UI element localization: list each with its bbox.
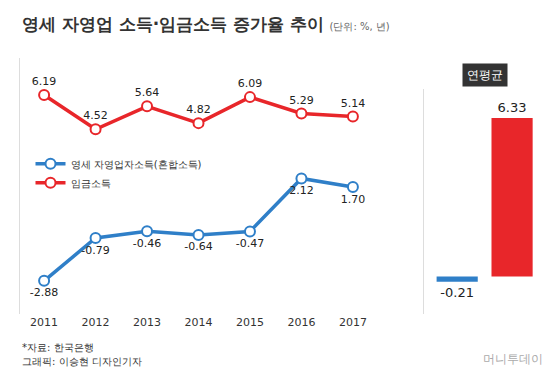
svg-text:5.29: 5.29 xyxy=(289,94,314,107)
svg-text:연평균: 연평균 xyxy=(467,68,503,82)
svg-text:*자료: 한국은행: *자료: 한국은행 xyxy=(22,342,94,353)
svg-text:2013: 2013 xyxy=(133,316,161,329)
svg-text:영세 자영업 소득·임금소득 증가율 추이 (단위: %,: 영세 자영업 소득·임금소득 증가율 추이 (단위: %, 년) xyxy=(22,14,390,34)
svg-text:6.09: 6.09 xyxy=(238,77,263,90)
svg-text:5.14: 5.14 xyxy=(341,97,366,110)
svg-text:5.64: 5.64 xyxy=(135,86,160,99)
svg-text:머니투데이: 머니투데이 xyxy=(483,352,543,366)
svg-text:-0.46: -0.46 xyxy=(133,237,161,250)
svg-text:2012: 2012 xyxy=(82,316,110,329)
svg-text:4.52: 4.52 xyxy=(83,109,108,122)
svg-text:-2.88: -2.88 xyxy=(30,286,58,299)
svg-text:영세 자영업자소득(혼합소득): 영세 자영업자소득(혼합소득) xyxy=(71,159,202,170)
svg-text:-0.21: -0.21 xyxy=(440,285,474,300)
svg-text:-0.47: -0.47 xyxy=(236,237,264,250)
svg-text:2016: 2016 xyxy=(287,316,315,329)
svg-text:6.33: 6.33 xyxy=(498,100,527,115)
svg-text:그래픽: 이승현 디자인기자: 그래픽: 이승현 디자인기자 xyxy=(22,356,142,367)
svg-text:1.70: 1.70 xyxy=(341,193,366,206)
svg-text:2.12: 2.12 xyxy=(289,184,314,197)
svg-text:2015: 2015 xyxy=(236,316,264,329)
svg-text:-0.79: -0.79 xyxy=(81,244,109,257)
svg-text:임금소득: 임금소득 xyxy=(71,178,111,189)
svg-text:2017: 2017 xyxy=(339,316,367,329)
svg-text:-0.64: -0.64 xyxy=(184,240,212,253)
svg-text:4.82: 4.82 xyxy=(186,103,211,116)
svg-text:2014: 2014 xyxy=(185,316,213,329)
svg-text:2011: 2011 xyxy=(30,316,58,329)
svg-text:6.19: 6.19 xyxy=(32,75,57,88)
